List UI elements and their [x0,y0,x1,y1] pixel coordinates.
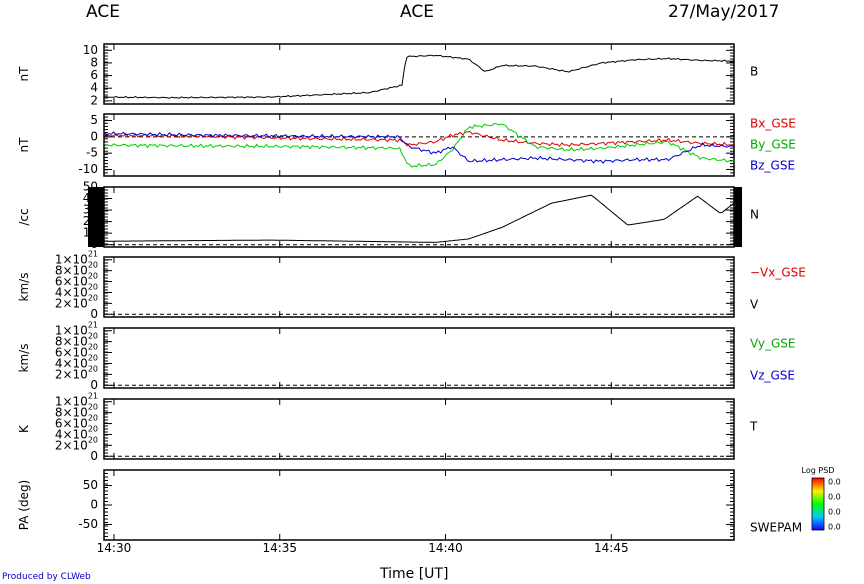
panel-PA: 50 0 -50 PA (deg) SWEPAM [17,469,802,541]
header-left-title: ACE [86,2,120,22]
density-right-bar [734,187,742,247]
y-tick-label-V2: 6×1020 [55,342,98,359]
panel-frame-B [103,43,735,105]
y-tick-label-N: 20 [83,214,98,228]
panel-frame-V1 [103,256,735,318]
panel-frame-T [103,398,735,460]
y-tick-label-N: 30 [83,203,98,217]
y-tick-label-Bgse: -5 [86,146,98,160]
y-tick-label-Bgse: -10 [78,162,98,176]
colorbar-tick-label: 0.0 [828,478,841,487]
colorbar [811,477,825,531]
right-label-N: N [750,208,759,222]
right-label-Bgse: By_GSE [750,138,796,152]
y-tick-label-T: 4×1020 [55,424,98,441]
series-line-B [103,54,735,99]
y-tick-label-V2: 0 [90,378,98,392]
series-line-Bx_GSE [103,130,735,148]
produced-by-credit: Produced by CLWeb [2,572,91,582]
right-label-PA: SWEPAM [750,521,802,535]
y-tick-label-B: 8 [90,55,98,69]
y-tick-label-V1: 1×1021 [55,249,98,266]
y-tick-label-PA: 50 [83,478,98,492]
y-tick-label-N: 40 [83,191,98,205]
y-tick-label-V2: 1×1021 [55,320,98,337]
y-axis-label-V2: km/s [17,344,31,373]
y-tick-label-B: 6 [90,68,98,82]
y-axis-label-V1: km/s [17,273,31,302]
colorbar-tick-label: 0.0 [828,508,841,517]
x-tick-label: 14:30 [97,541,132,555]
y-tick-label-V1: 6×1020 [55,271,98,288]
y-tick-label-T: 8×1020 [55,402,98,419]
series-line-Bz_GSE [103,131,735,164]
y-tick-label-V1: 2×1020 [55,293,98,310]
y-tick-label-B: 2 [90,93,98,107]
right-label-T: T [749,420,758,434]
y-tick-label-T: 2×1020 [55,435,98,452]
right-label-V2: Vz_GSE [750,369,795,383]
series-line-By_GSE [103,122,735,168]
y-tick-label-V2: 4×1020 [55,353,98,370]
y-tick-label-N: 0 [90,237,98,251]
panel-frame-PA [103,469,735,541]
x-axis-label: Time [UT] [380,566,449,582]
y-tick-label-Bgse: 5 [90,113,98,127]
y-tick-label-V2: 8×1020 [55,331,98,348]
right-label-V1: −Vx_GSE [750,266,806,280]
y-tick-label-N: 10 [83,226,98,240]
colorbar-tick-label: 0.0 [828,523,841,532]
y-axis-label-B: nT [17,66,31,82]
panel-frame-V2 [103,327,735,389]
y-tick-label-Bgse: 0 [90,129,98,143]
panel-frame-N [103,186,735,248]
y-tick-label-B: 4 [90,81,98,95]
y-axis-label-PA: PA (deg) [17,480,31,530]
y-tick-label-B: 10 [83,43,98,57]
y-tick-label-V1: 4×1020 [55,282,98,299]
right-label-V2: Vy_GSE [750,337,796,351]
y-tick-label-PA: 0 [90,498,98,512]
y-tick-label-T: 6×1020 [55,413,98,430]
colorbar-tick-label: 0.0 [828,493,841,502]
right-label-B: B [750,65,758,79]
y-tick-label-N: 50 [83,180,98,194]
y-tick-label-PA: -50 [78,517,98,531]
panel-Bgse: 5 0 -5 -10 nT Bx_GSE By_GSE Bz_GSE [17,113,796,177]
density-left-bar [88,187,104,247]
x-tick-label: 14:40 [428,541,463,555]
header-center-title: ACE [400,2,434,22]
x-tick-label: 14:35 [262,541,297,555]
right-label-V1: V [750,298,759,312]
colorbar-title: Log PSD [802,466,835,475]
right-label-Bgse: Bz_GSE [750,159,795,173]
y-tick-label-T: 0 [90,449,98,463]
y-axis-label-T: K [17,424,31,433]
header-date: 27/May/2017 [668,2,780,22]
series-line-N [104,194,735,243]
x-tick-label: 14:45 [594,541,629,555]
y-axis-label-N: /cc [17,208,31,225]
y-tick-label-T: 1×1021 [55,391,98,408]
y-tick-label-V2: 2×1020 [55,364,98,381]
y-axis-label-Bgse: nT [17,137,31,153]
y-tick-label-V1: 0 [90,307,98,321]
right-label-Bgse: Bx_GSE [750,117,796,131]
y-tick-label-V1: 8×1020 [55,260,98,277]
